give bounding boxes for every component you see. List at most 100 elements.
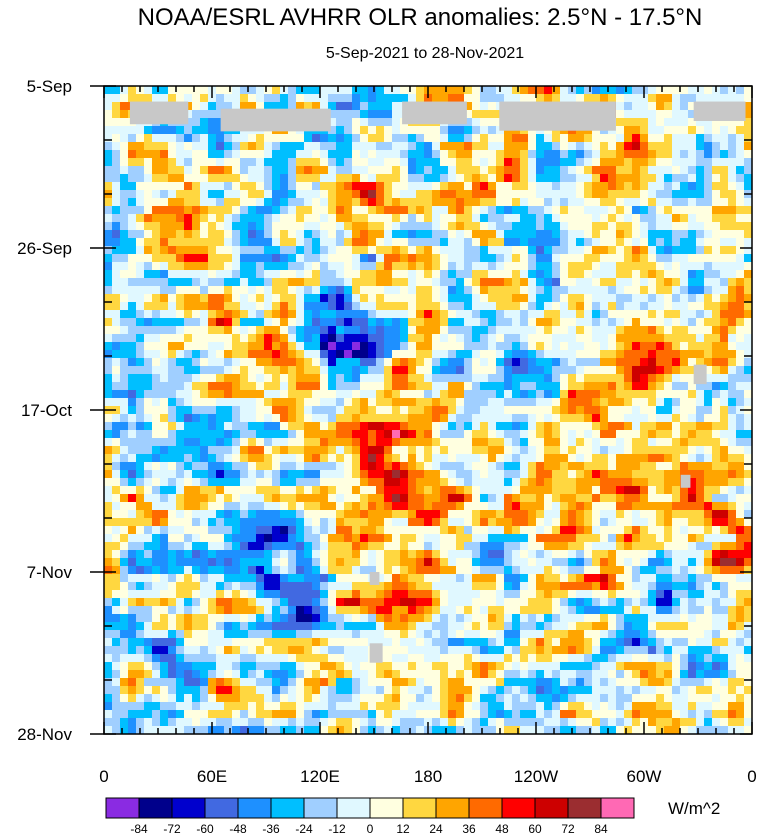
- anomaly-cell: [744, 198, 753, 207]
- anomaly-cell: [440, 86, 449, 95]
- anomaly-cell: [456, 470, 465, 479]
- anomaly-cell: [448, 454, 457, 463]
- anomaly-cell: [640, 182, 649, 191]
- anomaly-cell: [240, 174, 249, 183]
- anomaly-cell: [312, 382, 321, 391]
- anomaly-cell: [640, 214, 649, 223]
- anomaly-cell: [696, 334, 705, 343]
- anomaly-cell: [552, 318, 561, 327]
- anomaly-cell: [712, 318, 721, 327]
- anomaly-cell: [616, 302, 625, 311]
- anomaly-cell: [480, 198, 489, 207]
- anomaly-cell: [160, 310, 169, 319]
- anomaly-cell: [744, 366, 753, 375]
- anomaly-cell: [128, 526, 137, 535]
- anomaly-cell: [192, 214, 201, 223]
- anomaly-cell: [448, 182, 457, 191]
- anomaly-cell: [680, 534, 689, 543]
- anomaly-cell: [400, 342, 409, 351]
- anomaly-cell: [136, 302, 145, 311]
- anomaly-cell: [376, 206, 385, 215]
- anomaly-cell: [648, 502, 657, 511]
- anomaly-cell: [736, 198, 745, 207]
- anomaly-cell: [680, 470, 689, 479]
- anomaly-cell: [408, 382, 417, 391]
- anomaly-cell: [608, 510, 617, 519]
- anomaly-cell: [144, 510, 153, 519]
- anomaly-cell: [256, 366, 265, 375]
- anomaly-cell: [480, 350, 489, 359]
- anomaly-cell: [560, 270, 569, 279]
- anomaly-cell: [624, 94, 633, 103]
- anomaly-cell: [272, 574, 281, 583]
- anomaly-cell: [176, 294, 185, 303]
- anomaly-cell: [336, 118, 345, 127]
- anomaly-cell: [632, 278, 641, 287]
- anomaly-cell: [688, 430, 697, 439]
- anomaly-cell: [288, 310, 297, 319]
- anomaly-cell: [432, 302, 441, 311]
- anomaly-cell: [720, 278, 729, 287]
- anomaly-cell: [424, 134, 433, 143]
- anomaly-cell: [560, 414, 569, 423]
- anomaly-cell: [512, 486, 521, 495]
- anomaly-cell: [560, 142, 569, 151]
- anomaly-cell: [504, 406, 513, 415]
- anomaly-cell: [128, 214, 137, 223]
- anomaly-cell: [104, 342, 113, 351]
- anomaly-cell: [416, 246, 425, 255]
- anomaly-cell: [104, 318, 113, 327]
- anomaly-cell: [616, 318, 625, 327]
- anomaly-cell: [480, 414, 489, 423]
- anomaly-cell: [352, 342, 361, 351]
- anomaly-cell: [104, 158, 113, 167]
- anomaly-cell: [352, 518, 361, 527]
- anomaly-cell: [200, 278, 209, 287]
- anomaly-cell: [624, 134, 633, 143]
- anomaly-cell: [544, 470, 553, 479]
- anomaly-cell: [248, 278, 257, 287]
- anomaly-cell: [112, 166, 121, 175]
- anomaly-cell: [392, 326, 401, 335]
- anomaly-cell: [408, 558, 417, 567]
- anomaly-cell: [144, 318, 153, 327]
- anomaly-cell: [720, 542, 729, 551]
- anomaly-cell: [328, 238, 337, 247]
- anomaly-cell: [168, 182, 177, 191]
- anomaly-cell: [104, 374, 113, 383]
- anomaly-cell: [424, 270, 433, 279]
- anomaly-cell: [464, 150, 473, 159]
- anomaly-cell: [464, 190, 473, 199]
- anomaly-cell: [216, 118, 225, 127]
- anomaly-cell: [640, 126, 649, 135]
- anomaly-cell: [672, 534, 681, 543]
- anomaly-cell: [488, 286, 497, 295]
- anomaly-cell: [640, 542, 649, 551]
- anomaly-cell: [216, 294, 225, 303]
- anomaly-cell: [112, 406, 121, 415]
- anomaly-cell: [504, 150, 513, 159]
- anomaly-cell: [336, 230, 345, 239]
- anomaly-cell: [400, 430, 409, 439]
- anomaly-cell: [264, 270, 273, 279]
- anomaly-cell: [456, 422, 465, 431]
- anomaly-cell: [336, 86, 345, 95]
- anomaly-cell: [560, 550, 569, 559]
- anomaly-cell: [336, 470, 345, 479]
- anomaly-cell: [312, 190, 321, 199]
- anomaly-cell: [248, 414, 257, 423]
- anomaly-cell: [656, 454, 665, 463]
- anomaly-cell: [496, 470, 505, 479]
- anomaly-cell: [640, 262, 649, 271]
- anomaly-cell: [224, 102, 233, 111]
- anomaly-cell: [176, 518, 185, 527]
- anomaly-cell: [696, 94, 705, 103]
- anomaly-cell: [728, 134, 737, 143]
- anomaly-cell: [168, 198, 177, 207]
- anomaly-cell: [208, 438, 217, 447]
- anomaly-cell: [744, 342, 753, 351]
- anomaly-cell: [520, 238, 529, 247]
- anomaly-cell: [744, 206, 753, 215]
- anomaly-cell: [144, 150, 153, 159]
- anomaly-cell: [632, 206, 641, 215]
